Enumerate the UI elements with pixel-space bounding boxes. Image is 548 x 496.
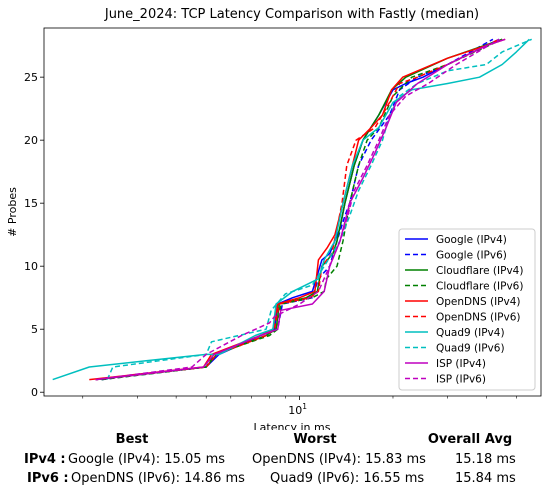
- chart-title: June_2024: TCP Latency Comparison with F…: [104, 7, 479, 22]
- legend-label-8: ISP (IPv4): [436, 358, 486, 370]
- best-header: Best: [115, 432, 149, 447]
- x-axis-label: Latency in ms: [254, 421, 331, 430]
- legend-label-9: ISP (IPv6): [436, 373, 486, 385]
- y-tick-label: 20: [24, 134, 38, 147]
- legend-label-5: OpenDNS (IPv6): [436, 311, 521, 323]
- y-tick-label: 15: [24, 197, 38, 210]
- axes-frame: [43, 27, 542, 397]
- series-line-9: [95, 38, 500, 381]
- legend: Google (IPv4) Google (IPv6) Cloudflare (IP…: [398, 228, 536, 391]
- x-tick-label: 101: [288, 402, 307, 417]
- y-tick-label: 10: [24, 260, 38, 273]
- legend-label-7: Quad9 (IPv6): [436, 342, 505, 354]
- avg-header: Overall Avg: [427, 432, 513, 447]
- legend-label-2: Cloudflare (IPv4): [436, 265, 523, 277]
- plot-area: 0 5 10 15 20 25 101: [24, 27, 542, 417]
- ipv6-row-label: IPv6 :: [27, 471, 69, 486]
- ipv4-best: Google (IPv4): 15.05 ms: [68, 452, 226, 467]
- chart: June_2024: TCP Latency Comparison with F…: [6, 7, 542, 430]
- legend-label-4: OpenDNS (IPv4): [436, 296, 521, 308]
- ipv4-worst: OpenDNS (IPv4): 15.83 ms: [252, 452, 426, 467]
- ipv4-avg: 15.18 ms: [455, 452, 516, 467]
- y-tick-label: 0: [31, 386, 38, 399]
- ipv6-avg: 15.84 ms: [455, 471, 516, 486]
- series-line-3: [101, 38, 503, 381]
- series-line-7: [106, 38, 532, 380]
- y-tick-label: 25: [24, 71, 38, 84]
- y-tick-label: 5: [31, 323, 38, 336]
- legend-box: [398, 228, 536, 391]
- legend-label-3: Cloudflare (IPv6): [436, 280, 523, 292]
- ipv6-best: OpenDNS (IPv6): 14.86 ms: [71, 471, 245, 486]
- worst-header: Worst: [293, 432, 337, 447]
- legend-label-0: Google (IPv4): [436, 234, 507, 246]
- y-axis-label: # Probes: [6, 187, 19, 237]
- ipv6-worst: Quad9 (IPv6): 16.55 ms: [270, 471, 425, 486]
- ipv4-row-label: IPv4 :: [24, 452, 66, 467]
- legend-label-1: Google (IPv6): [436, 249, 507, 261]
- legend-label-6: Quad9 (IPv4): [436, 327, 505, 339]
